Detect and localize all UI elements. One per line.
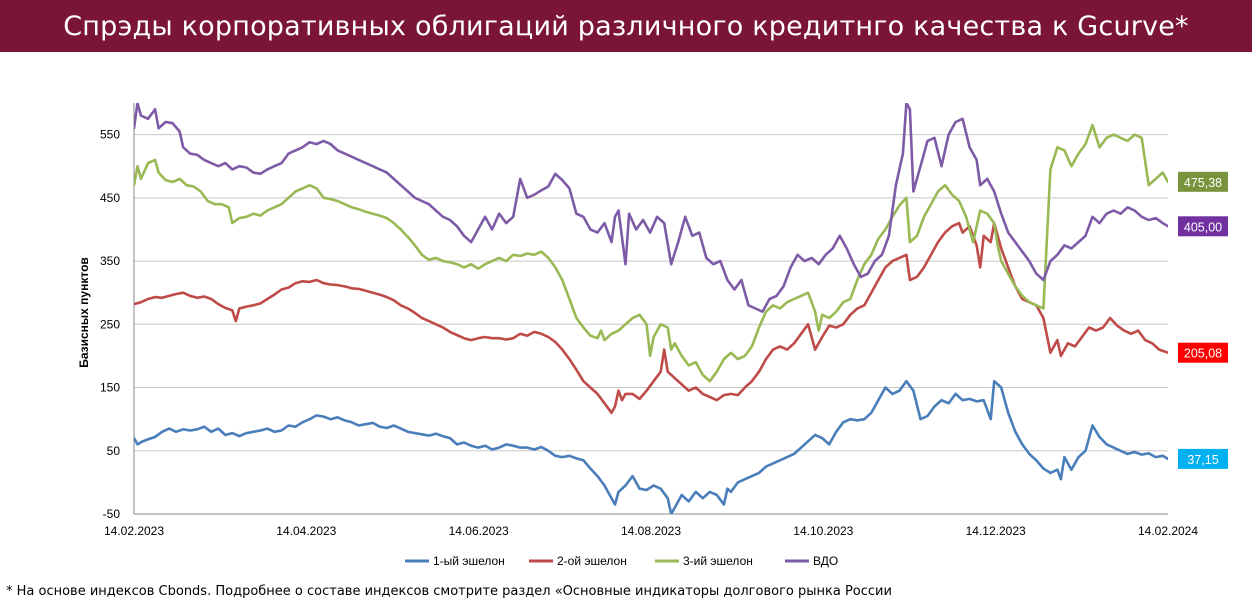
y-tick-label: 150 — [100, 381, 120, 395]
x-tick-label: 14.04.2023 — [276, 524, 336, 538]
page-title: Спрэды корпоративных облигаций различног… — [63, 10, 1189, 42]
end-value-label-2: 205,08 — [1178, 342, 1228, 363]
y-tick-label: 50 — [107, 444, 121, 458]
end-value-label-3: 475,38 — [1178, 171, 1228, 192]
x-tick-label: 14.02.2024 — [1138, 524, 1198, 538]
legend-item-4: ВДО — [785, 554, 838, 568]
end-value-label-4: 405,00 — [1178, 216, 1228, 237]
footnote: * На основе индексов Cbonds. Подробнее о… — [6, 584, 892, 599]
y-tick-label: 550 — [100, 128, 120, 142]
y-tick-label: -50 — [103, 507, 121, 521]
legend-label: 1-ый эшелон — [433, 554, 505, 568]
header-bar: Спрэды корпоративных облигаций различног… — [0, 0, 1252, 52]
legend-label: ВДО — [813, 554, 838, 568]
y-tick-label: 350 — [100, 254, 120, 268]
legend-item-2: 2-ой эшелон — [529, 554, 627, 568]
x-tick-label: 14.08.2023 — [621, 524, 681, 538]
end-value-text: 205,08 — [1184, 347, 1222, 361]
series-line-2 — [134, 221, 1168, 415]
end-value-text: 475,38 — [1184, 176, 1222, 190]
legend-label: 3-ий эшелон — [683, 554, 753, 568]
series-line-1 — [134, 379, 1168, 514]
series-line-3 — [134, 123, 1168, 383]
legend-item-1: 1-ый эшелон — [405, 554, 505, 568]
y-tick-label: 450 — [100, 191, 120, 205]
legend-label: 2-ой эшелон — [557, 554, 627, 568]
end-value-text: 37,15 — [1187, 453, 1218, 467]
y-axis-label: Базисных пунктов — [77, 257, 91, 368]
x-tick-label: 14.02.2023 — [104, 524, 164, 538]
legend-item-3: 3-ий эшелон — [655, 554, 753, 568]
end-value-label-1: 37,15 — [1178, 448, 1228, 469]
x-tick-label: 14.10.2023 — [793, 524, 853, 538]
series-line-4 — [134, 103, 1168, 313]
x-tick-label: 14.12.2023 — [966, 524, 1026, 538]
x-tick-label: 14.06.2023 — [449, 524, 509, 538]
y-tick-label: 250 — [100, 317, 120, 331]
end-value-text: 405,00 — [1184, 220, 1222, 234]
spread-chart: -50 50 150 250 350 450 550 14.02.2023 14.04.2023… — [77, 103, 1228, 568]
